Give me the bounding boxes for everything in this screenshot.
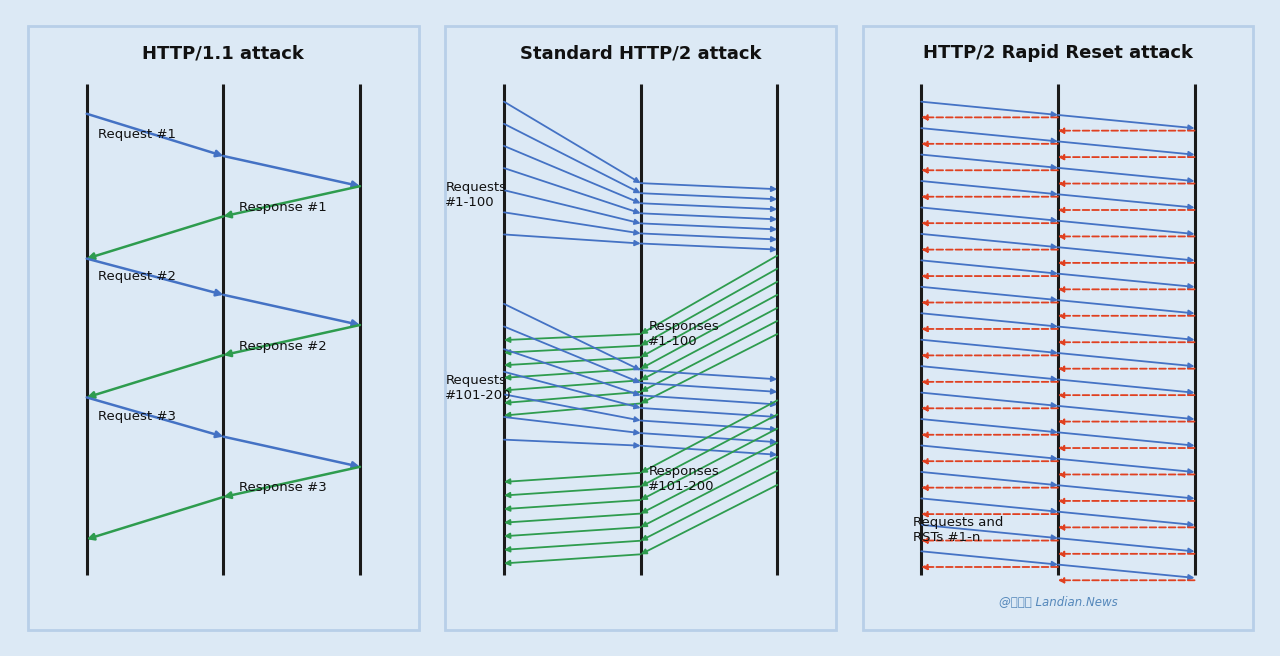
Text: Responses
#1-100: Responses #1-100 [649, 320, 719, 348]
Text: Request #2: Request #2 [99, 270, 177, 283]
Text: Request #3: Request #3 [99, 410, 177, 423]
Text: Requests
#1-100: Requests #1-100 [445, 181, 507, 209]
Text: Responses
#101-200: Responses #101-200 [649, 465, 719, 493]
Text: HTTP/2 Rapid Reset attack: HTTP/2 Rapid Reset attack [923, 45, 1193, 62]
Text: Standard HTTP/2 attack: Standard HTTP/2 attack [520, 45, 762, 62]
Text: Requests
#101-200: Requests #101-200 [445, 375, 512, 402]
Text: Response #2: Response #2 [239, 340, 326, 353]
Text: Requests and
RSTs #1-n: Requests and RSTs #1-n [914, 516, 1004, 544]
Text: Response #1: Response #1 [239, 201, 326, 214]
Text: Request #1: Request #1 [99, 129, 177, 142]
Text: HTTP/1.1 attack: HTTP/1.1 attack [142, 45, 305, 62]
Text: @蓝点网 Landian.News: @蓝点网 Landian.News [998, 596, 1117, 609]
Text: Response #3: Response #3 [239, 482, 326, 495]
